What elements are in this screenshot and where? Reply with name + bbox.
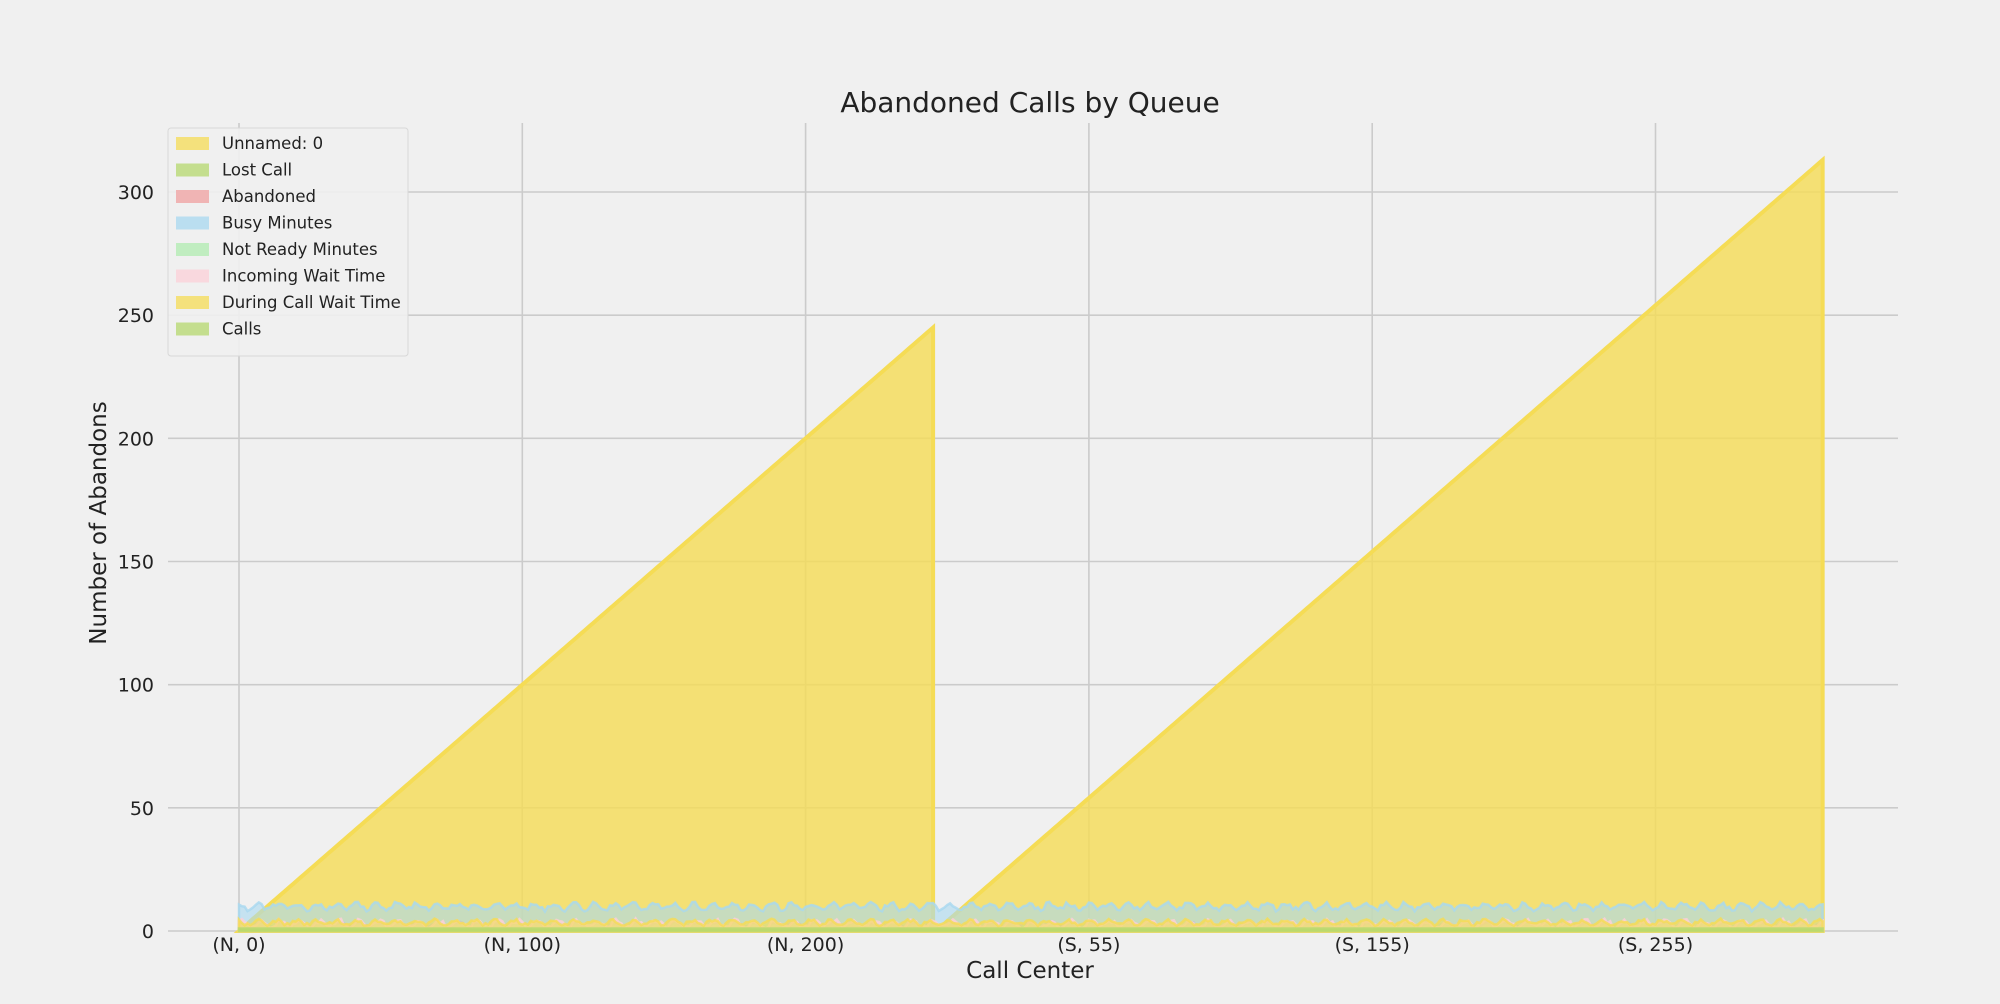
x-tick-label: (S, 55): [1057, 934, 1120, 956]
legend-label: Calls: [222, 320, 261, 339]
x-axis-label: Call Center: [966, 958, 1094, 984]
legend-label: Lost Call: [222, 161, 292, 180]
legend-label: Unnamed: 0: [222, 134, 323, 153]
series-area-calls: [237, 927, 1824, 933]
legend-swatch: [176, 163, 209, 177]
y-tick-label: 300: [118, 182, 154, 204]
y-tick-label: 250: [118, 305, 154, 327]
x-tick-label: (N, 0): [212, 934, 265, 956]
legend-swatch: [176, 269, 209, 283]
legend-swatch: [176, 322, 209, 336]
legend-swatch: [176, 243, 209, 256]
legend-label: Incoming Wait Time: [222, 267, 385, 286]
x-tick-label: (S, 155): [1335, 934, 1410, 956]
x-tick-label: (N, 100): [484, 934, 561, 956]
legend-label: During Call Wait Time: [222, 293, 401, 312]
legend-swatch: [176, 137, 209, 150]
y-tick-label: 0: [142, 921, 154, 943]
x-tick-label: (S, 255): [1618, 934, 1693, 956]
legend-swatch: [176, 216, 209, 230]
legend-swatch: [176, 296, 209, 309]
series-area-unnamed-0: [233, 323, 936, 933]
legend-box: [167, 127, 409, 357]
legend: Unnamed: 0 Lost Call Abandoned Busy Minutes…: [167, 127, 409, 357]
series-area-unnamed-0: [930, 155, 1825, 933]
chart-title: Abandoned Calls by Queue: [840, 86, 1219, 119]
legend-label: Abandoned: [222, 187, 316, 206]
y-tick-label: 200: [118, 428, 154, 450]
legend-swatch: [176, 190, 209, 203]
series-areas: [233, 155, 1825, 933]
axis-ticks: 0 50 100 150 200 250 300 (N, 0) (N, 100) (N, 200)…: [118, 182, 1693, 956]
legend-label: Not Ready Minutes: [222, 240, 378, 259]
y-tick-label: 150: [118, 552, 154, 574]
legend-label: Busy Minutes: [222, 214, 332, 233]
y-axis-label: Number of Abandons: [86, 401, 112, 644]
x-tick-label: (N, 200): [767, 934, 844, 956]
y-tick-label: 50: [130, 798, 154, 820]
y-tick-label: 100: [118, 675, 154, 697]
